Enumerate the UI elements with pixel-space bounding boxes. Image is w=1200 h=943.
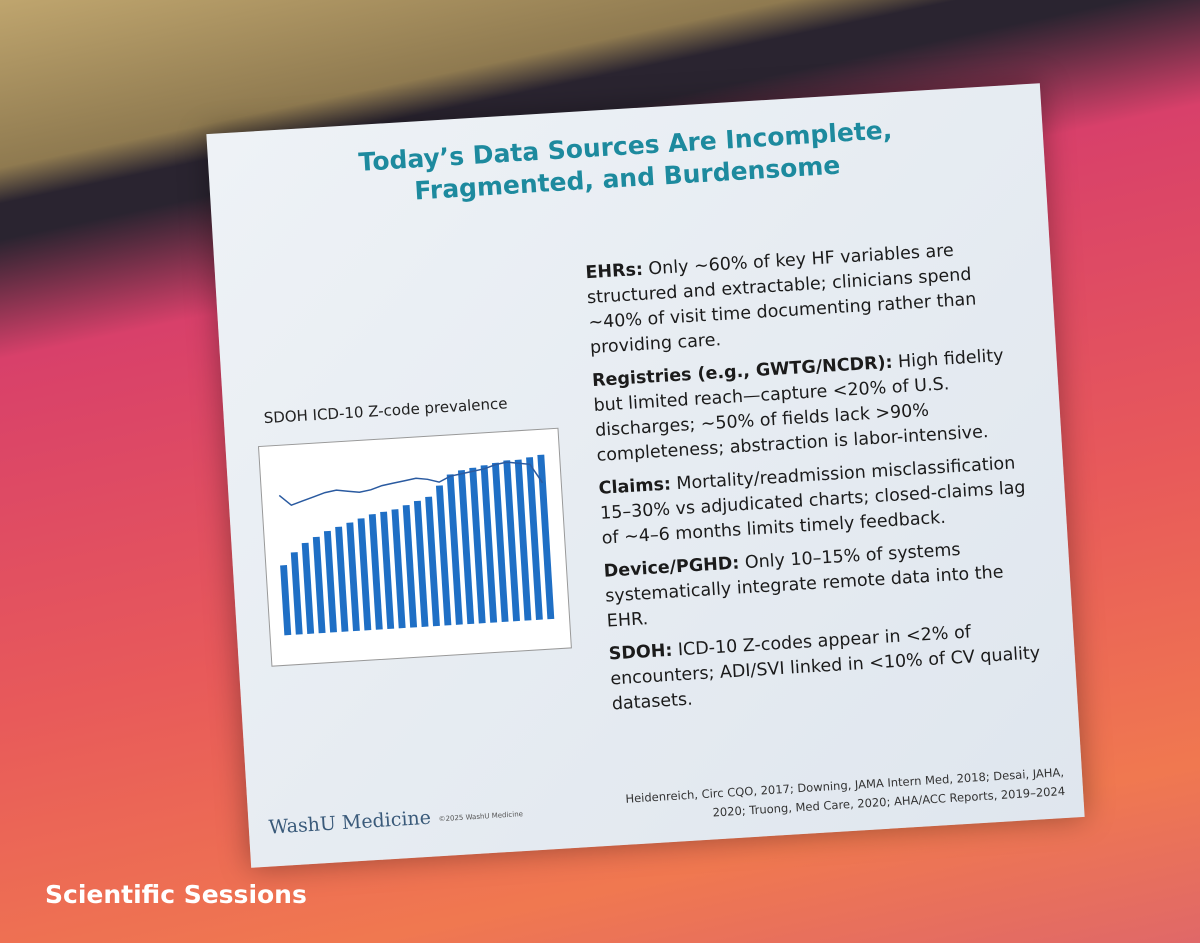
bar <box>491 462 509 623</box>
copyright: ©2025 WashU Medicine <box>438 810 524 824</box>
slide: Today’s Data Sources Are Incomplete, Fra… <box>206 83 1085 868</box>
bar <box>391 509 406 629</box>
bullet-text: Only ~60% of key HF variables are struct… <box>586 240 977 359</box>
bullet: EHRs: Only ~60% of key HF variables are … <box>585 234 1030 361</box>
bar <box>312 536 326 634</box>
bar <box>480 465 498 623</box>
chart <box>257 427 572 667</box>
bullet-text: Mortality/readmission misclassification … <box>599 453 1027 549</box>
line <box>278 461 544 507</box>
logo: WashU Medicine <box>268 806 432 839</box>
bullet-list: EHRs: Only ~60% of key HF variables are … <box>585 234 1053 725</box>
bar <box>380 511 395 630</box>
bullet-label: Claims: <box>598 474 672 499</box>
chart-title: SDOH ICD-10 Z-code prevalence <box>263 394 508 428</box>
bar <box>301 542 315 634</box>
bullet-label: EHRs: <box>584 259 644 284</box>
bullet-label: SDOH: <box>608 640 674 665</box>
bar <box>425 496 440 627</box>
bar <box>446 474 463 625</box>
bar <box>526 457 543 620</box>
bullet-label: Device/PGHD: <box>603 553 740 582</box>
bullet-text: ICD-10 Z-codes appear in <2% of encounte… <box>609 622 1041 715</box>
slide-title: Today’s Data Sources Are Incomplete, Fra… <box>208 105 1045 220</box>
bar <box>402 504 418 628</box>
bar <box>323 530 337 633</box>
bar <box>435 485 452 626</box>
bar <box>537 454 555 620</box>
event-name: Scientific Sessions <box>45 880 307 909</box>
bar <box>290 552 303 635</box>
bar <box>346 522 360 632</box>
bullet: Registries (e.g., GWTG/NCDR): High fidel… <box>591 342 1036 469</box>
bar <box>368 514 383 630</box>
bar <box>514 459 532 621</box>
bar <box>457 470 475 625</box>
bar <box>280 565 292 636</box>
bar <box>357 518 372 631</box>
bullet-text: Only 10–15% of systems systematically in… <box>604 539 1005 632</box>
bar <box>469 467 486 624</box>
bar <box>413 500 429 627</box>
references: Heidenreich, Circ CQO, 2017; Downing, JA… <box>625 765 1066 820</box>
bar <box>335 526 349 632</box>
bar <box>503 460 520 622</box>
bullet: SDOH: ICD-10 Z-codes appear in <2% of en… <box>608 616 1052 718</box>
